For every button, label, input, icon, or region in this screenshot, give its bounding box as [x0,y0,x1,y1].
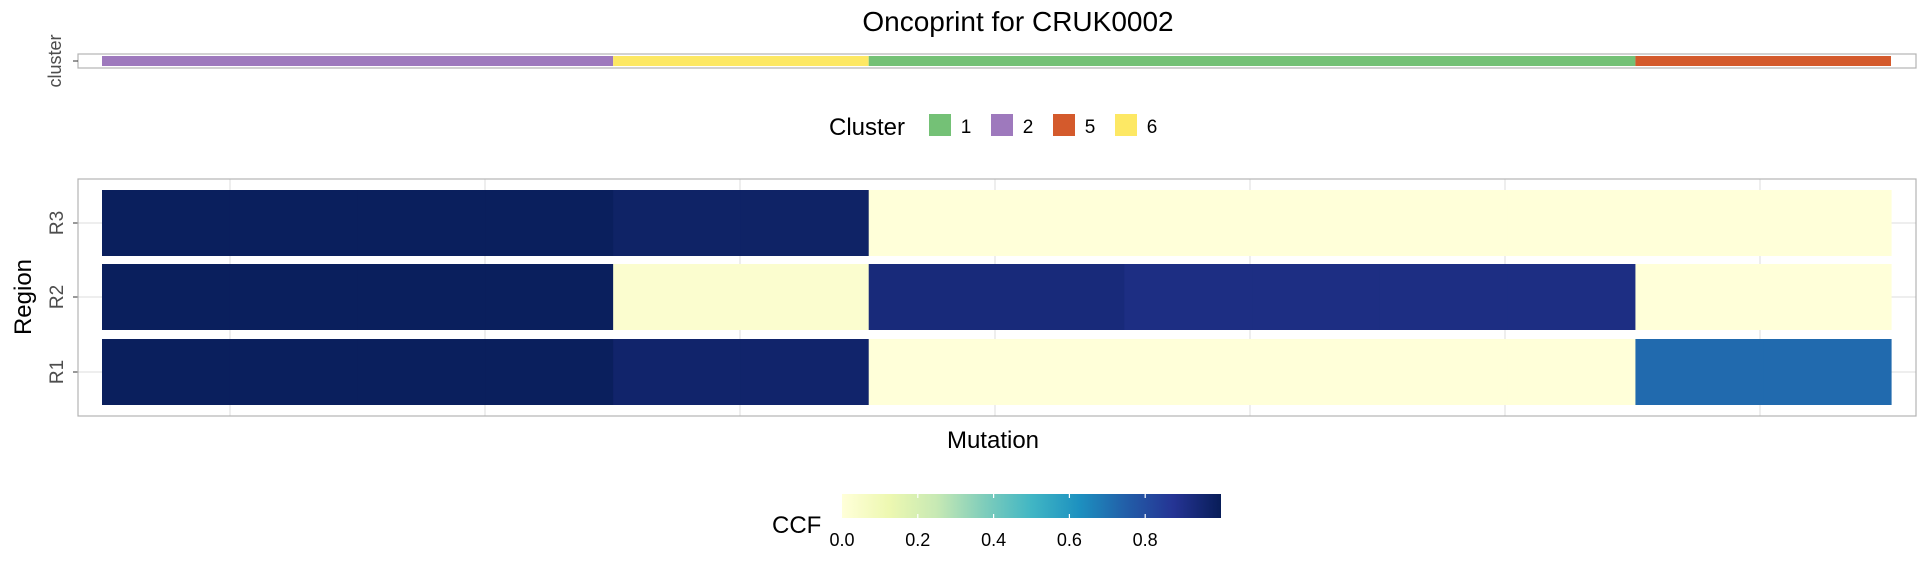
ccf-colorbar: CCF 0.0 0.2 0.4 0.6 0.8 [772,494,1221,550]
legend-label-cluster-5: 5 [1085,117,1096,138]
heatmap-cell-R2 [1507,264,1637,330]
chart-title: Oncoprint for CRUK0002 [862,6,1173,37]
heatmap-cell-R1 [1507,339,1637,405]
heatmap-cell-R2 [868,264,998,330]
heatmap-cell-R3 [1252,190,1381,256]
heatmap-cell-R3 [996,190,1125,256]
heatmap-cell-R2 [613,264,742,330]
colorbar-tick-label: 0.6 [1057,530,1082,550]
heatmap-cell-R3 [102,190,231,256]
y-tick-label-R3: R3 [47,211,68,235]
colorbar-gradient [842,494,1221,518]
heatmap-cell-R1 [1763,339,1892,405]
heatmap-cell-R3 [613,190,742,256]
heatmap-cell-R1 [1124,339,1253,405]
legend-key-cluster-1 [929,114,951,136]
heatmap-cell-R3 [1507,190,1637,256]
heatmap-cell-R1 [102,339,231,405]
legend-label-cluster-2: 2 [1023,117,1034,138]
heatmap-cell-R1 [868,339,998,405]
legend-key-cluster-5 [1053,114,1075,136]
ccf-heatmap: R3 R2 R1 [47,178,1917,417]
heatmap-cell-R1 [229,339,359,405]
heatmap-cell-R2 [740,264,870,330]
y-tick-label-R2: R2 [47,285,68,309]
heatmap-cell-R1 [740,339,870,405]
cluster-segment-1 [868,56,1636,66]
cluster-segment-5 [1635,56,1891,66]
heatmap-cell-R1 [1635,339,1764,405]
heatmap-border [77,178,1917,417]
heatmap-cell-R3 [1379,190,1509,256]
heatmap-cell-R2 [357,264,486,330]
cluster-legend: Cluster 1 2 5 6 [829,114,1157,141]
cluster-segment-2 [102,56,614,66]
heatmap-cell-R2 [996,264,1125,330]
cluster-segment-6 [613,56,869,66]
heatmap-cell-R3 [357,190,486,256]
heatmap-cell-R1 [996,339,1125,405]
heatmap-cell-R1 [613,339,742,405]
heatmap-cell-R2 [1252,264,1381,330]
heatmap-cell-R3 [1763,190,1892,256]
heatmap-cell-R2 [1124,264,1253,330]
y-axis-label: Region [10,259,37,335]
heatmap-cell-R1 [1252,339,1381,405]
heatmap-cell-R3 [229,190,359,256]
cluster-annotation-track: cluster [45,34,1917,88]
heatmap-cell-R3 [868,190,998,256]
legend-label-cluster-1: 1 [961,117,972,138]
x-axis-label: Mutation [947,427,1039,454]
heatmap-cell-R3 [485,190,614,256]
y-tick-label-R1: R1 [47,360,68,384]
heatmap-cell-R1 [1379,339,1509,405]
heatmap-cell-R2 [1635,264,1764,330]
colorbar-tick-label: 0.4 [981,530,1006,550]
colorbar-tick-label: 0.0 [829,530,854,550]
heatmap-cell-R2 [485,264,614,330]
heatmap-cell-R2 [1379,264,1509,330]
cluster-legend-title: Cluster [829,114,905,141]
colorbar-tick-label: 0.8 [1133,530,1158,550]
annotation-label: cluster [45,34,65,87]
heatmap-cell-R3 [1124,190,1253,256]
heatmap-cell-R2 [1763,264,1892,330]
legend-key-cluster-2 [991,114,1013,136]
heatmap-cell-R2 [102,264,231,330]
heatmap-cell-R3 [740,190,870,256]
legend-label-cluster-6: 6 [1147,117,1158,138]
heatmap-cell-R1 [485,339,614,405]
colorbar-title: CCF [772,512,821,539]
colorbar-tick-label: 0.2 [905,530,930,550]
heatmap-cell-R3 [1635,190,1764,256]
heatmap-cell-R2 [229,264,359,330]
heatmap-cell-R1 [357,339,486,405]
legend-key-cluster-6 [1115,114,1137,136]
